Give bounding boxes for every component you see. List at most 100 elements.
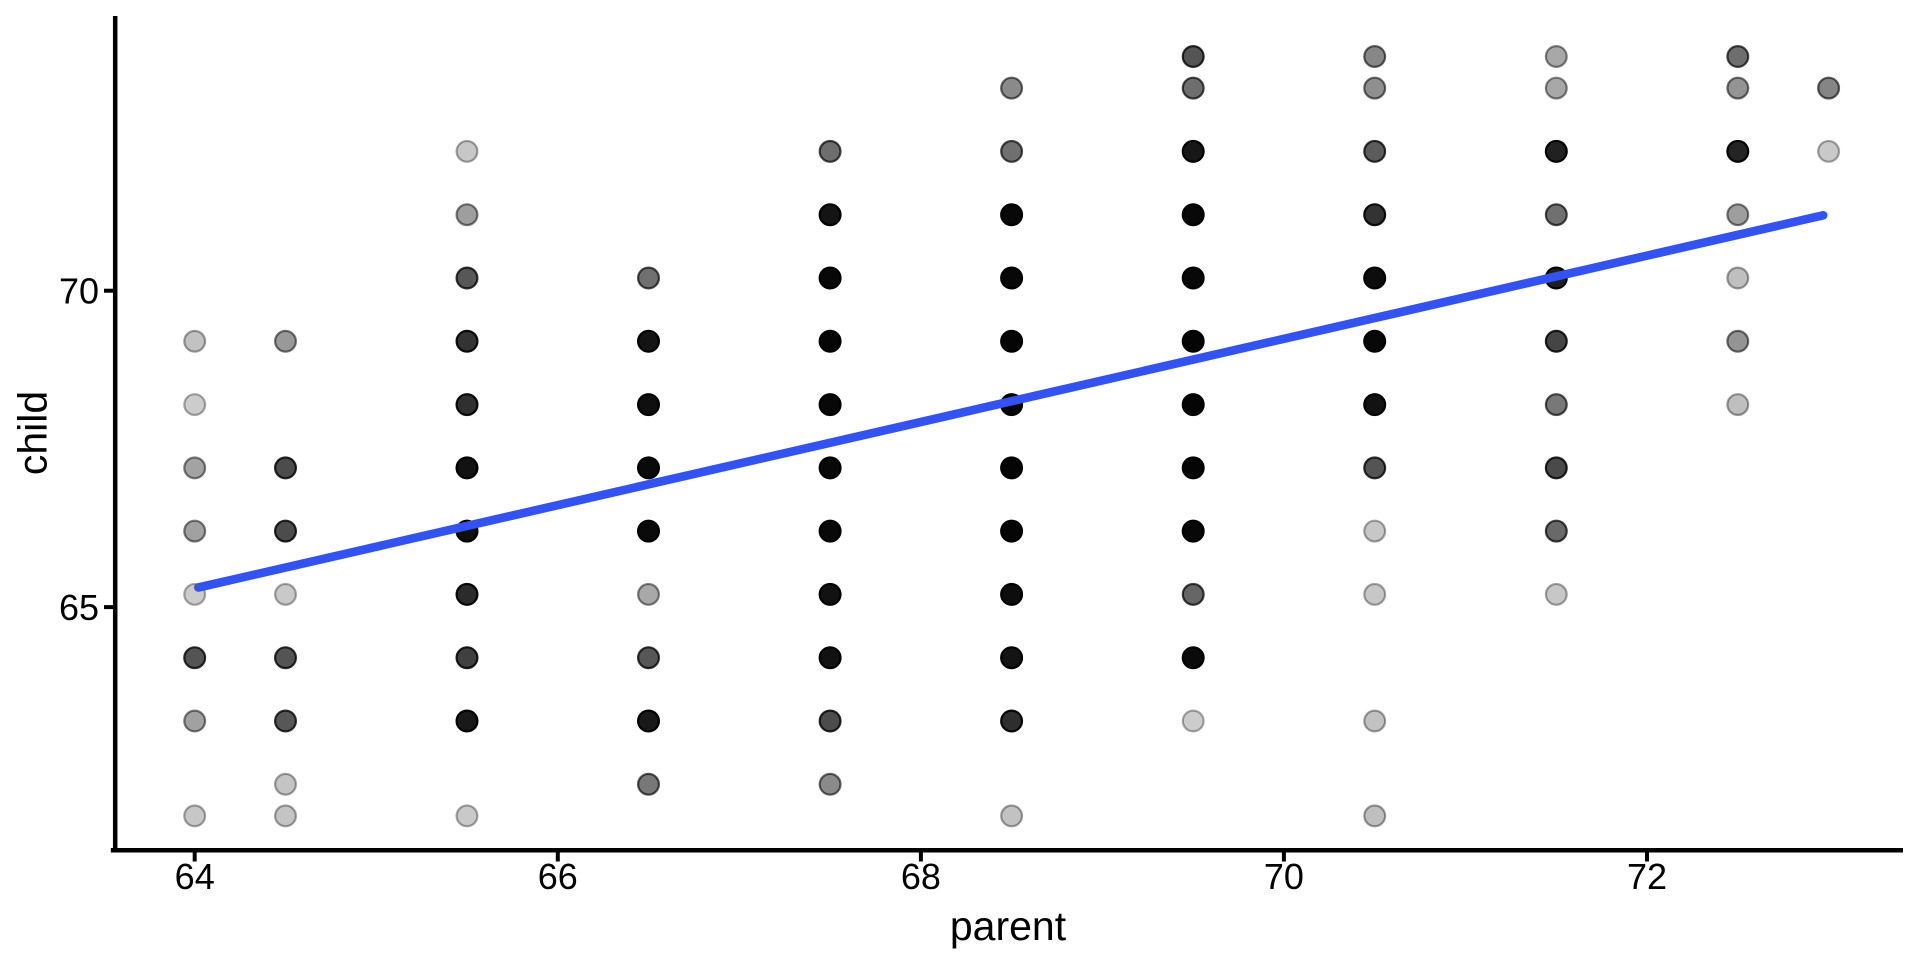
data-point	[1363, 456, 1387, 480]
data-point	[818, 203, 842, 227]
x-tick-label: 66	[538, 856, 578, 897]
data-point	[636, 709, 660, 733]
data-point	[1000, 646, 1024, 670]
data-point	[1363, 266, 1387, 290]
data-point	[1000, 266, 1024, 290]
data-point	[1726, 329, 1750, 353]
data-point	[1363, 44, 1387, 68]
data-point	[1544, 139, 1568, 163]
data-point	[274, 709, 298, 733]
data-point	[1544, 456, 1568, 480]
data-point	[1544, 76, 1568, 100]
data-point	[455, 393, 479, 417]
data-point	[636, 519, 660, 543]
data-point	[1817, 76, 1841, 100]
x-axis-title: parent	[949, 903, 1067, 949]
data-point	[1726, 266, 1750, 290]
data-point	[1181, 709, 1205, 733]
data-point	[1000, 804, 1024, 828]
data-point	[1181, 456, 1205, 480]
data-point	[1181, 203, 1205, 227]
data-point	[818, 266, 842, 290]
data-point	[455, 139, 479, 163]
data-point	[183, 329, 207, 353]
data-point	[1363, 203, 1387, 227]
data-point	[1181, 519, 1205, 543]
data-point	[1363, 804, 1387, 828]
data-point	[1181, 44, 1205, 68]
data-point	[1181, 139, 1205, 163]
data-point	[636, 456, 660, 480]
data-point	[1000, 76, 1024, 100]
data-point	[636, 329, 660, 353]
data-point	[1544, 203, 1568, 227]
y-tick-label: 70	[59, 271, 99, 312]
data-point	[274, 519, 298, 543]
data-point	[636, 772, 660, 796]
x-tick-label: 68	[901, 856, 941, 897]
data-point	[1726, 44, 1750, 68]
data-point	[1544, 329, 1568, 353]
data-point	[1000, 329, 1024, 353]
data-point	[183, 393, 207, 417]
data-point	[274, 646, 298, 670]
data-point	[636, 266, 660, 290]
data-point	[1544, 519, 1568, 543]
data-point	[455, 804, 479, 828]
data-point	[455, 266, 479, 290]
data-point	[183, 804, 207, 828]
data-point	[1000, 709, 1024, 733]
data-point	[1544, 393, 1568, 417]
data-point	[455, 456, 479, 480]
data-point	[636, 646, 660, 670]
data-point	[1000, 582, 1024, 606]
data-point	[818, 582, 842, 606]
data-point	[1181, 266, 1205, 290]
data-point	[183, 456, 207, 480]
data-point	[1181, 76, 1205, 100]
regression-line-layer	[194, 211, 1828, 592]
data-point	[1726, 203, 1750, 227]
data-point	[1726, 76, 1750, 100]
data-point	[1181, 393, 1205, 417]
data-point	[636, 582, 660, 606]
data-point	[1544, 582, 1568, 606]
y-tick-label: 65	[59, 587, 99, 628]
data-point	[1363, 709, 1387, 733]
y-axis-title: child	[9, 390, 56, 476]
data-point	[274, 582, 298, 606]
data-point	[183, 519, 207, 543]
data-point	[274, 329, 298, 353]
data-point	[1544, 44, 1568, 68]
data-point	[1000, 456, 1024, 480]
data-point	[1181, 582, 1205, 606]
data-point	[183, 646, 207, 670]
x-tick-label: 72	[1627, 856, 1667, 897]
data-point	[455, 709, 479, 733]
data-point	[818, 139, 842, 163]
data-point	[1363, 582, 1387, 606]
data-point	[455, 203, 479, 227]
x-tick-label: 70	[1264, 856, 1304, 897]
data-point	[274, 804, 298, 828]
data-point	[1817, 139, 1841, 163]
data-point	[1181, 329, 1205, 353]
data-point	[1000, 519, 1024, 543]
data-point	[818, 519, 842, 543]
data-point	[455, 329, 479, 353]
data-point	[455, 646, 479, 670]
data-point	[636, 393, 660, 417]
data-point	[455, 582, 479, 606]
data-point	[1363, 393, 1387, 417]
data-point	[1000, 203, 1024, 227]
data-point	[183, 709, 207, 733]
data-point	[818, 646, 842, 670]
data-point	[1363, 76, 1387, 100]
data-point	[1000, 139, 1024, 163]
data-point	[818, 772, 842, 796]
data-point	[1363, 519, 1387, 543]
data-point	[818, 709, 842, 733]
points-layer	[183, 44, 1841, 828]
